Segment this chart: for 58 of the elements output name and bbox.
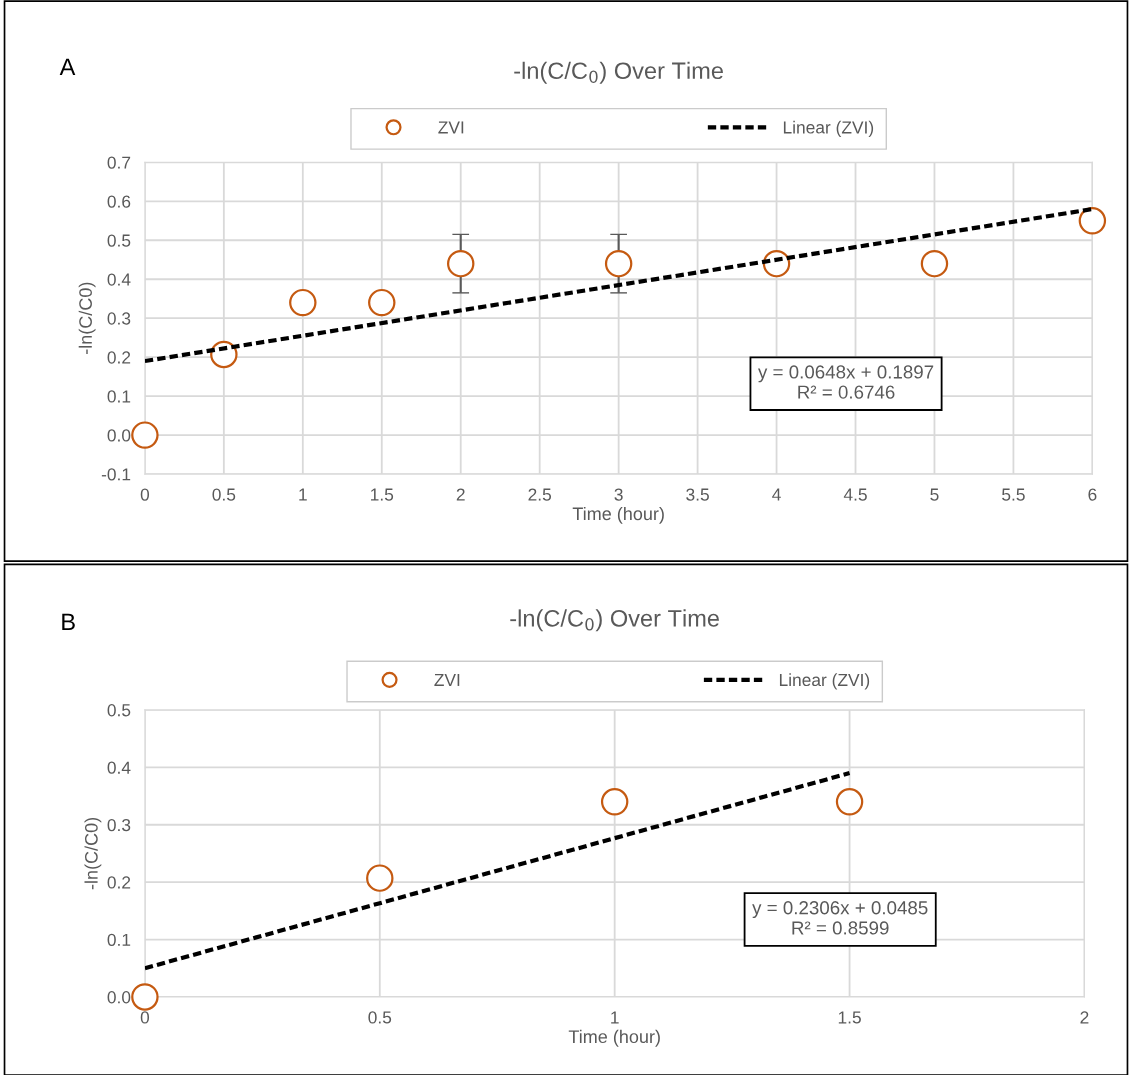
x-tick-label: 1.5	[371, 488, 394, 501]
legend-label: Linear (ZVI)	[783, 120, 874, 137]
y-tick-label: 0.3	[107, 818, 131, 832]
x-tick-label: 2.5	[528, 488, 552, 501]
text: A	[59, 58, 76, 75]
y-tick-label: 0.6	[107, 195, 131, 208]
y-tick-label: 0.5	[107, 704, 131, 717]
legend-label: ZVI	[434, 674, 460, 686]
x-tick-label: 1	[299, 488, 307, 501]
text: B	[62, 613, 75, 630]
point	[600, 788, 629, 816]
x-tick-label: 4	[772, 488, 781, 501]
y-axis-title: -ln(C/C0)	[84, 817, 102, 890]
y-tick-label: 0.0	[107, 429, 131, 442]
y-tick-label: 0.0	[107, 991, 131, 1004]
x-tick-label: 1	[611, 1011, 619, 1024]
x-tick-label: 5.5	[1002, 488, 1025, 501]
x-tick-label: 2	[456, 488, 465, 501]
annotation: y = 0.0648x + 0.1897 R² = 0.6746	[757, 365, 934, 399]
x-tick-label: 6	[1088, 488, 1097, 501]
point	[835, 788, 864, 816]
y-tick-label: 0.7	[107, 156, 131, 169]
x-tick-label: 0	[140, 488, 150, 501]
y-tick-label: 0.4	[107, 761, 131, 774]
point	[604, 249, 633, 278]
x-tick-label: 3	[614, 488, 623, 501]
point	[447, 249, 475, 278]
annotation: y = 0.2306x + 0.0485 R² = 0.8599	[752, 901, 928, 935]
point	[289, 288, 317, 317]
y-tick-label: 0.1	[107, 933, 131, 947]
y-tick-label: 0.2	[107, 351, 131, 364]
y-tick-label: 0.2	[107, 876, 131, 889]
x-tick-label: 3.5	[686, 488, 709, 501]
x-tick-label: 0.5	[368, 1011, 392, 1024]
point	[1078, 207, 1107, 235]
x-tick-label: 1.5	[838, 1011, 861, 1024]
x-tick-label: 0	[140, 1011, 150, 1024]
point	[368, 288, 396, 317]
y-tick-label: -0.1	[101, 468, 131, 481]
y-tick-label: 0.3	[107, 312, 131, 325]
legend-label: Linear (ZVI)	[779, 673, 870, 690]
y-tick-label: 0.4	[107, 273, 131, 286]
point	[920, 249, 949, 278]
x-axis-title: Time (hour)	[572, 506, 664, 524]
x-tick-label: 5	[930, 488, 939, 501]
x-axis-title: Time (hour)	[568, 1029, 660, 1047]
point	[366, 864, 394, 892]
point	[131, 421, 159, 449]
y-tick-label: 0.1	[107, 390, 131, 403]
chart-title: -ln(C/C$_{0}$) Over Time	[514, 61, 723, 84]
y-tick-label: 0.5	[107, 234, 131, 247]
y-axis-title: -ln(C/C0)	[78, 282, 96, 355]
point	[131, 983, 159, 1011]
x-tick-label: 4.5	[843, 488, 867, 501]
legend-label: ZVI	[438, 121, 464, 134]
chart-title: -ln(C/C$_{0}$) Over Time	[510, 609, 719, 632]
x-tick-label: 2	[1080, 1011, 1089, 1024]
x-tick-label: 0.5	[212, 488, 236, 501]
